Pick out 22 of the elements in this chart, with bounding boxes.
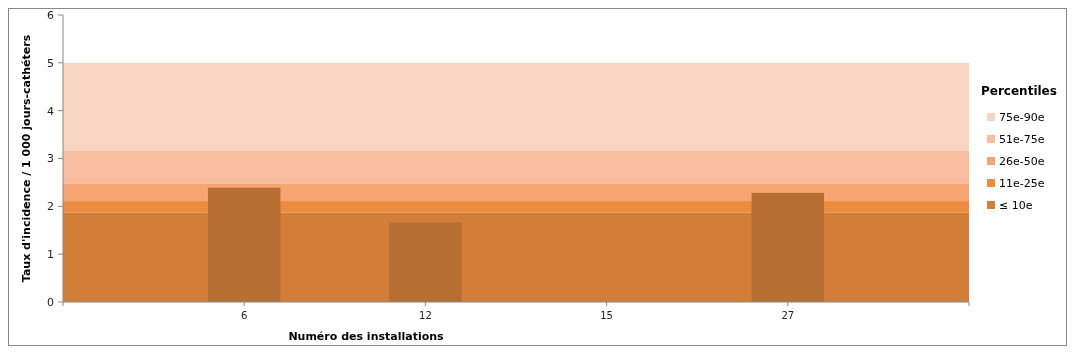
y-tick-label: 1 (47, 248, 54, 262)
y-axis-title: Taux d'incidence / 1 000 jours-cathéters (20, 34, 33, 283)
legend-label: 11e-25e (999, 176, 1045, 190)
band-label: ≤ 10e (999, 198, 1033, 212)
y-tick-label: 6 (47, 8, 54, 22)
band-label: 75e-90e (999, 110, 1045, 124)
bar (207, 187, 281, 302)
legend-label: 51e-75e (999, 132, 1045, 146)
y-tick-label: 0 (47, 295, 54, 309)
legend-title: Percentiles (981, 84, 1057, 98)
legend-label: 26e-50e (999, 154, 1045, 168)
y-tick-label: 2 (47, 200, 54, 214)
y-tick-label: 4 (47, 104, 54, 118)
x-tick-label: 12 (419, 310, 432, 321)
x-tick-label: 27 (781, 310, 795, 321)
x-tick-label: 15 (600, 310, 613, 321)
x-tick-label: 6 (241, 310, 248, 321)
y-tick-label: 3 (47, 152, 54, 166)
x-axis-title: Numéro des installations (288, 330, 445, 343)
bar (389, 222, 462, 302)
y-tick-label: 5 (47, 56, 54, 70)
bar (751, 192, 825, 302)
